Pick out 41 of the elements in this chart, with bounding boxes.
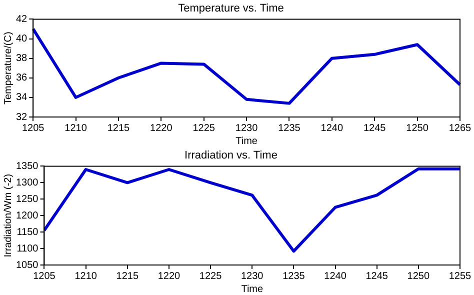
x-tick-label: 1230 <box>235 122 258 134</box>
x-tick-label: 1215 <box>116 270 139 282</box>
x-tick-label: 1210 <box>64 122 88 134</box>
x-tick-label: 1220 <box>150 122 173 134</box>
x-axis-title: Time <box>236 136 258 147</box>
x-tick-label: 1230 <box>241 270 264 282</box>
x-tick-label: 1245 <box>364 122 386 134</box>
y-tick-label: 40 <box>16 34 28 45</box>
chart-title: Irradiation vs. Time <box>184 150 278 162</box>
y-axis-title: Temperature/(C) <box>2 32 14 105</box>
y-tick-label: 1300 <box>16 177 39 188</box>
y-tick-label: 1200 <box>16 210 39 222</box>
y-tick-label: 1250 <box>16 194 39 205</box>
x-axis-title: Time <box>241 284 264 295</box>
x-tick-label: 1205 <box>22 122 45 134</box>
y-tick-label: 38 <box>16 53 28 64</box>
x-tick-label: 1225 <box>199 270 222 282</box>
y-tick-label: 1100 <box>16 243 39 254</box>
x-tick-label: 1255 <box>448 270 472 282</box>
x-tick-label: 1265 <box>448 122 472 134</box>
x-tick-label: 1210 <box>74 270 98 282</box>
x-tick-label: 1235 <box>282 270 306 282</box>
x-tick-label: 1225 <box>192 122 216 134</box>
x-tick-label: 1235 <box>278 122 301 134</box>
x-tick-label: 1250 <box>407 270 430 282</box>
y-tick-label: 42 <box>16 14 28 25</box>
y-axis-title: Irradiation/Wm (-2) <box>2 174 14 258</box>
x-tick-label: 1205 <box>33 270 56 282</box>
x-tick-label: 1220 <box>158 270 181 282</box>
x-tick-label: 1245 <box>366 270 388 282</box>
y-tick-label: 1050 <box>16 260 39 271</box>
y-tick-label: 36 <box>16 72 28 84</box>
x-tick-label: 1240 <box>320 122 344 134</box>
y-tick-label: 32 <box>16 112 28 123</box>
x-tick-label: 1240 <box>324 270 347 282</box>
x-tick-label: 1215 <box>107 122 130 134</box>
chart-title: Temperature vs. Time <box>178 2 284 15</box>
x-tick-label: 1250 <box>406 122 429 134</box>
y-tick-label: 1350 <box>16 160 39 172</box>
y-tick-label: 1150 <box>16 226 39 238</box>
y-tick-label: 34 <box>16 92 28 104</box>
